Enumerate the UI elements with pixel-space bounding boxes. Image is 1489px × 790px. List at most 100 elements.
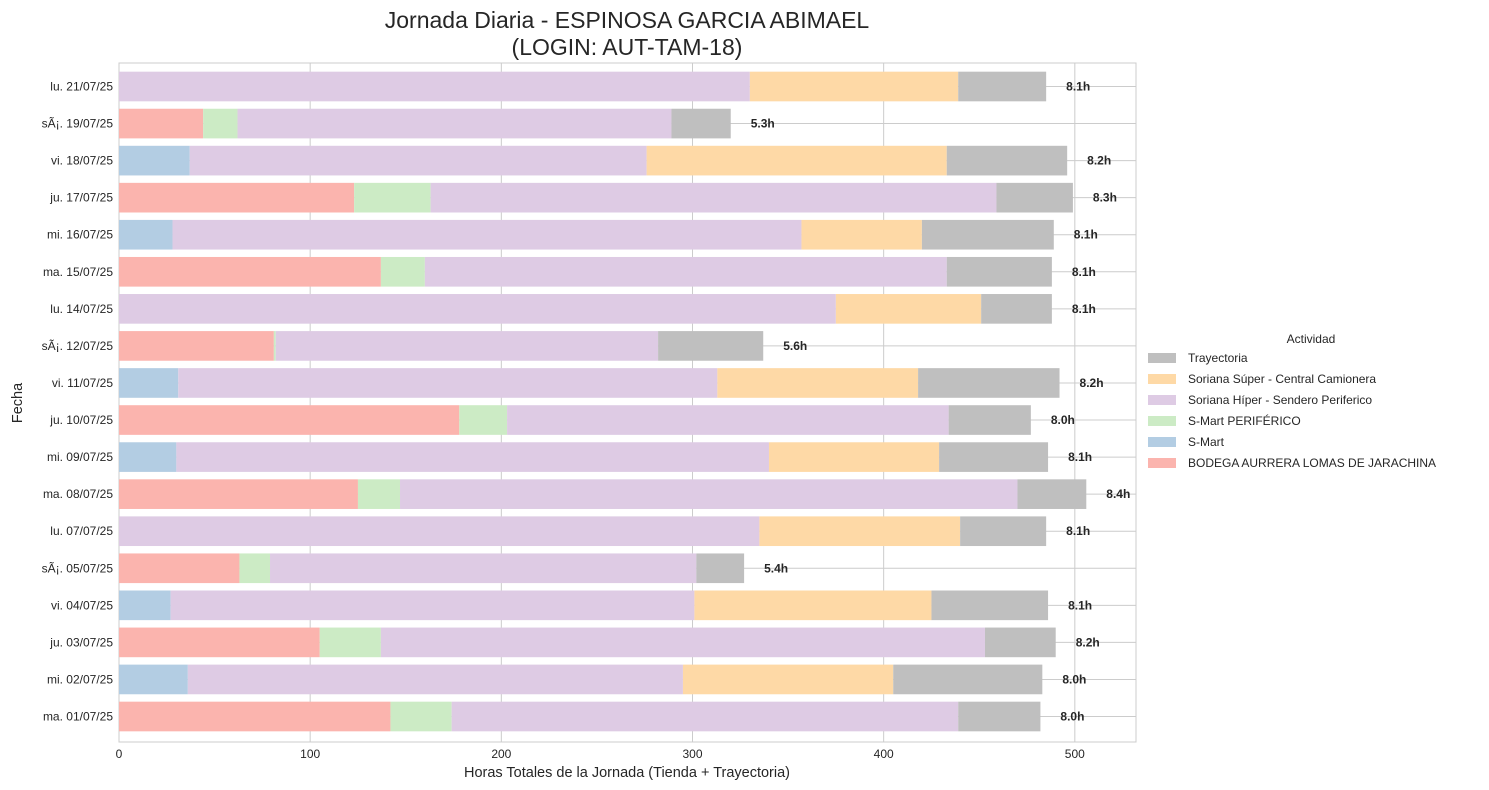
bar-segment — [270, 553, 697, 584]
legend: Actividad Trayectoria Soriana Súper - Cen… — [1148, 332, 1436, 470]
x-axis-label: Horas Totales de la Jornada (Tienda + Tr… — [464, 765, 790, 781]
bar-segment — [119, 479, 358, 509]
total-hours-label: 8.2h — [1087, 154, 1111, 168]
bar-segment — [451, 701, 959, 732]
bar-segment — [507, 405, 949, 435]
bar-segment — [931, 590, 1049, 621]
legend-item-label: BODEGA AURRERA LOMAS DE JARACHINA — [1188, 456, 1436, 470]
chart-title-line-2: (LOGIN: AUT-TAM-18) — [512, 34, 743, 60]
y-tick-label: ju. 10/07/25 — [49, 413, 113, 427]
bar-segment — [893, 664, 1043, 695]
legend-swatch — [1148, 458, 1176, 468]
total-hours-label: 8.0h — [1062, 672, 1086, 686]
total-hours-label: 8.1h — [1066, 524, 1090, 538]
x-tick-label: 300 — [682, 747, 702, 761]
bar-segment — [717, 368, 919, 398]
legend-item-label: S-Mart — [1188, 435, 1225, 449]
bar-segment — [380, 627, 985, 658]
y-tick-label: sÃ¡. 05/07/25 — [42, 561, 114, 575]
bar-segment — [239, 553, 271, 584]
bar-segment — [119, 145, 190, 176]
bar-segment — [960, 516, 1047, 547]
bar-segment — [357, 479, 401, 509]
bar-segment — [119, 664, 188, 695]
bar-segment — [119, 516, 760, 547]
bar-segment — [946, 145, 1068, 176]
y-tick-label: sÃ¡. 19/07/25 — [42, 117, 114, 131]
y-axis-label: Fecha — [10, 382, 26, 423]
total-hours-label: 8.2h — [1076, 635, 1100, 649]
legend-title: Actividad — [1287, 332, 1336, 346]
y-tick-label: ma. 08/07/25 — [43, 487, 113, 501]
x-tick-label: 400 — [874, 747, 894, 761]
legend-swatch — [1148, 353, 1176, 363]
legend-item-label: S-Mart PERIFÉRICO — [1188, 413, 1301, 428]
total-hours-label: 8.3h — [1093, 191, 1117, 205]
bar-segment — [380, 256, 425, 287]
bar-segment — [946, 256, 1052, 287]
bar-segment — [390, 701, 452, 732]
bar-segment — [400, 479, 1018, 509]
bar-segment — [835, 294, 982, 324]
y-tick-label: mi. 16/07/25 — [47, 228, 113, 242]
bar-segment — [996, 182, 1073, 213]
bar-segment — [189, 145, 647, 176]
y-tick-label: lu. 14/07/25 — [50, 302, 113, 316]
total-hours-label: 8.2h — [1080, 376, 1104, 390]
legend-swatch — [1148, 374, 1176, 384]
bar-segment — [682, 664, 894, 695]
bar-segment — [646, 145, 947, 176]
bar-segment — [921, 219, 1054, 250]
total-hours-label: 8.1h — [1072, 265, 1096, 279]
bar-segment — [119, 627, 320, 658]
bar-segment — [119, 108, 204, 139]
y-tick-label: ju. 17/07/25 — [49, 191, 113, 205]
chart-title: Jornada Diaria - ESPINOSA GARCIA ABIMAEL… — [385, 7, 870, 60]
x-tick-label: 0 — [116, 747, 123, 761]
bar-segment — [424, 256, 947, 287]
bar-segment — [459, 405, 508, 435]
total-hours-label: 5.3h — [751, 117, 775, 131]
bar-segment — [768, 442, 940, 472]
y-tick-label: mi. 02/07/25 — [47, 672, 113, 686]
legend-item-label: Trayectoria — [1188, 351, 1248, 365]
bar-segment — [119, 405, 460, 435]
bar-segment — [981, 294, 1052, 324]
bar-segment — [759, 516, 961, 547]
total-hours-label: 5.4h — [764, 561, 788, 575]
y-tick-label: sÃ¡. 12/07/25 — [42, 339, 114, 353]
total-hour-labels: 8.1h 5.3h 8.2h 8.3h 8.1h 8.1h 8.1h 5.6h 8.2h 8.0h… — [751, 80, 1131, 724]
y-tick-label: ju. 03/07/25 — [49, 635, 113, 649]
bar-segment — [273, 331, 276, 361]
bar-segment — [984, 627, 1056, 658]
x-tick-label: 100 — [300, 747, 320, 761]
bar-segment — [749, 71, 959, 102]
y-tick-label: vi. 18/07/25 — [51, 154, 113, 168]
y-tick-label: ma. 01/07/25 — [43, 710, 113, 724]
total-hours-label: 8.1h — [1068, 450, 1092, 464]
bar-segment — [119, 256, 381, 287]
chart-title-line-1: Jornada Diaria - ESPINOSA GARCIA ABIMAEL — [385, 7, 870, 33]
bar-segment — [696, 553, 745, 584]
legend-item-label: Soriana Híper - Sendero Periferico — [1188, 393, 1372, 407]
bar-segment — [694, 590, 932, 621]
bar-segment — [119, 701, 391, 732]
total-hours-label: 8.0h — [1060, 710, 1084, 724]
y-tick-label: lu. 21/07/25 — [50, 80, 113, 94]
bar-segment — [237, 108, 672, 139]
y-tick-label: lu. 07/07/25 — [50, 524, 113, 538]
legend-item-label: Soriana Súper - Central Camionera — [1188, 372, 1376, 386]
bar-segment — [939, 442, 1049, 472]
bar-segment — [319, 627, 381, 658]
total-hours-label: 8.0h — [1051, 413, 1075, 427]
bar-segment — [958, 701, 1041, 732]
bar-segment — [801, 219, 922, 250]
bar-segment — [119, 442, 177, 472]
bar-segment — [119, 331, 274, 361]
total-hours-label: 8.1h — [1068, 598, 1092, 612]
y-tick-label: vi. 04/07/25 — [51, 598, 113, 612]
legend-swatch — [1148, 437, 1176, 447]
y-tick-label: mi. 09/07/25 — [47, 450, 113, 464]
legend-swatch — [1148, 395, 1176, 405]
bar-segment — [671, 108, 731, 139]
